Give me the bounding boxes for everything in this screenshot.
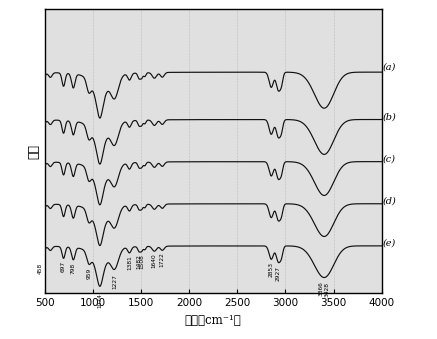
Text: (c): (c) <box>383 155 396 163</box>
Text: 1722: 1722 <box>160 252 165 267</box>
Y-axis label: 强度: 强度 <box>28 144 40 159</box>
Text: 3428: 3428 <box>324 282 329 297</box>
Text: 3366: 3366 <box>318 281 323 296</box>
Text: 458: 458 <box>38 263 43 274</box>
Text: 2927: 2927 <box>276 266 281 281</box>
Text: 1640: 1640 <box>152 253 157 268</box>
Text: (b): (b) <box>383 112 396 121</box>
Text: (d): (d) <box>383 197 396 206</box>
Text: (a): (a) <box>383 62 396 71</box>
Text: 697: 697 <box>61 261 66 273</box>
Text: 798: 798 <box>71 263 76 274</box>
Text: 1227: 1227 <box>112 274 117 289</box>
Text: 1482: 1482 <box>137 254 142 269</box>
Text: 2853: 2853 <box>269 262 274 277</box>
Text: 1074: 1074 <box>97 293 102 308</box>
X-axis label: 波数（cm⁻¹）: 波数（cm⁻¹） <box>185 314 242 327</box>
Text: 1381: 1381 <box>127 255 132 270</box>
Text: 1508: 1508 <box>139 254 144 268</box>
Text: 959: 959 <box>86 268 91 279</box>
Text: (e): (e) <box>383 239 396 248</box>
